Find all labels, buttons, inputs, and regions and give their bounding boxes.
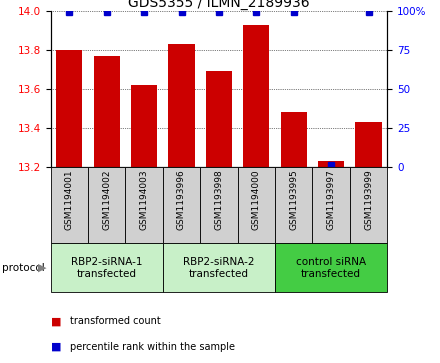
Bar — [200, 167, 238, 243]
Bar — [169, 44, 194, 167]
Text: GSM1194000: GSM1194000 — [252, 169, 261, 230]
Bar — [94, 56, 120, 167]
Text: GSM1193997: GSM1193997 — [326, 169, 336, 230]
Text: GSM1194002: GSM1194002 — [102, 169, 111, 230]
Bar — [243, 25, 269, 167]
Title: GDS5355 / ILMN_2189936: GDS5355 / ILMN_2189936 — [128, 0, 310, 10]
Text: RBP2-siRNA-2
transfected: RBP2-siRNA-2 transfected — [183, 257, 255, 278]
Bar — [206, 72, 232, 167]
Bar — [51, 167, 88, 243]
Bar — [356, 122, 381, 167]
Text: GSM1193996: GSM1193996 — [177, 169, 186, 230]
Text: control siRNA
transfected: control siRNA transfected — [296, 257, 366, 278]
Bar — [125, 167, 163, 243]
Text: ▶: ▶ — [38, 263, 46, 273]
Text: GSM1193998: GSM1193998 — [214, 169, 224, 230]
Text: transformed count: transformed count — [70, 316, 161, 326]
Text: GSM1194001: GSM1194001 — [65, 169, 74, 230]
Bar — [163, 167, 200, 243]
Bar — [238, 167, 275, 243]
Bar — [51, 243, 163, 292]
Bar — [312, 167, 350, 243]
Text: RBP2-siRNA-1
transfected: RBP2-siRNA-1 transfected — [71, 257, 143, 278]
Bar — [318, 161, 344, 167]
Text: GSM1194003: GSM1194003 — [139, 169, 149, 230]
Bar — [163, 243, 275, 292]
Text: ■: ■ — [51, 342, 61, 352]
Text: ■: ■ — [51, 316, 61, 326]
Bar — [275, 243, 387, 292]
Text: GSM1193995: GSM1193995 — [289, 169, 298, 230]
Text: percentile rank within the sample: percentile rank within the sample — [70, 342, 235, 352]
Text: GSM1193999: GSM1193999 — [364, 169, 373, 230]
Text: protocol: protocol — [2, 263, 45, 273]
Bar — [275, 167, 312, 243]
Bar — [350, 167, 387, 243]
Bar — [88, 167, 125, 243]
Bar — [131, 85, 157, 167]
Bar — [56, 50, 82, 167]
Bar — [281, 112, 307, 167]
